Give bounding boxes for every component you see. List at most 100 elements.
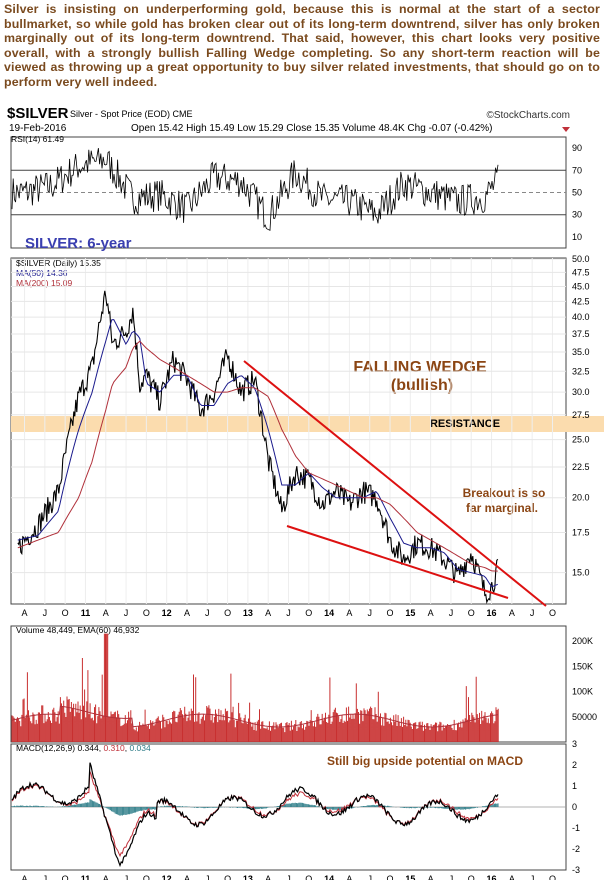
volume-y-tick-label: 100K	[572, 687, 593, 697]
price-x-tick-label: J	[449, 608, 454, 618]
macd-legend: MACD(12,26,9) 0.344, 0.310, 0.034	[16, 743, 151, 753]
symbol-subtitle: Silver - Spot Price (EOD) CME	[70, 109, 193, 119]
price-y-tick-label: 25.0	[572, 435, 590, 445]
macd-line	[11, 762, 499, 868]
macd-x-tick-label: O	[305, 874, 312, 880]
macd-x-tick-label: 12	[162, 874, 172, 880]
price-x-tick-label: O	[224, 608, 231, 618]
resistance-label: RESISTANCE	[430, 418, 500, 430]
rsi-y-tick-label: 70	[572, 165, 582, 175]
macd-y-tick-label: -3	[572, 865, 580, 875]
price-legend-ma50: MA(50) 14.36	[16, 268, 68, 278]
price-y-tick-label: 45.0	[572, 281, 590, 291]
price-y-tick-label: 20.0	[572, 493, 590, 503]
source-credit: ©StockCharts.com	[486, 110, 570, 121]
price-x-tick-label: O	[468, 608, 475, 618]
price-x-tick-label: A	[428, 608, 434, 618]
macd-x-tick-label: A	[509, 874, 515, 880]
ma50-line	[17, 319, 498, 588]
price-x-tick-label: 11	[81, 608, 91, 618]
macd-x-tick-label: O	[468, 874, 475, 880]
price-legend-main: $SILVER (Daily) 15.35	[16, 258, 101, 268]
price-x-tick-label: O	[305, 608, 312, 618]
macd-y-tick-label: 2	[572, 760, 577, 770]
price-y-tick-label: 17.5	[572, 528, 590, 538]
price-x-tick-label: A	[103, 608, 109, 618]
price-x-tick-label: 12	[162, 608, 172, 618]
rsi-legend: RSI(14) 61.49	[11, 134, 64, 144]
macd-x-tick-label: O	[549, 874, 556, 880]
price-y-tick-label: 35.0	[572, 347, 590, 357]
breakout-label-2: far marginal.	[466, 501, 538, 515]
macd-x-tick-label: J	[286, 874, 291, 880]
macd-x-tick-label: J	[530, 874, 535, 880]
rsi-y-tick-label: 30	[572, 210, 582, 220]
macd-x-tick-label: J	[449, 874, 454, 880]
price-x-tick-label: J	[367, 608, 372, 618]
macd-x-tick-label: A	[428, 874, 434, 880]
price-x-tick-label: 13	[243, 608, 253, 618]
macd-x-tick-label: A	[265, 874, 271, 880]
rsi-y-tick-label: 90	[572, 143, 582, 153]
price-x-tick-label: O	[549, 608, 556, 618]
macd-x-tick-label: A	[346, 874, 352, 880]
price-x-tick-label: A	[22, 608, 28, 618]
price-x-tick-label: A	[346, 608, 352, 618]
price-x-tick-label: J	[530, 608, 535, 618]
price-y-tick-label: 37.5	[572, 329, 590, 339]
six-year-label: SILVER: 6-year	[25, 235, 132, 252]
macd-x-tick-label: 15	[405, 874, 415, 880]
macd-x-tick-label: J	[43, 874, 48, 880]
price-x-tick-label: 15	[405, 608, 415, 618]
breakout-label-1: Breakout is so	[463, 486, 546, 500]
price-y-tick-label: 50.0	[572, 254, 590, 264]
macd-y-tick-label: 3	[572, 739, 577, 749]
price-y-tick-label: 22.5	[572, 462, 590, 472]
price-x-tick-label: J	[124, 608, 129, 618]
price-y-tick-label: 40.0	[572, 312, 590, 322]
price-x-tick-label: O	[387, 608, 394, 618]
price-y-tick-label: 30.0	[572, 387, 590, 397]
price-y-tick-label: 27.5	[572, 410, 590, 420]
macd-x-tick-label: A	[22, 874, 28, 880]
macd-x-tick-label: J	[205, 874, 210, 880]
volume-bars	[11, 633, 499, 742]
wedge-upper-line	[243, 360, 547, 607]
price-x-tick-label: 16	[487, 608, 497, 618]
macd-y-tick-label: 0	[572, 802, 577, 812]
macd-x-tick-label: 13	[243, 874, 253, 880]
symbol-title: $SILVER	[7, 105, 69, 122]
date-label: 19-Feb-2016	[9, 123, 67, 134]
ohlc-line: Open 15.42 High 15.49 Low 15.29 Close 15…	[131, 123, 492, 134]
ma200-line	[17, 340, 498, 572]
macd-x-tick-label: O	[224, 874, 231, 880]
price-y-tick-label: 47.5	[572, 267, 590, 277]
wedge-lower-line	[286, 525, 509, 599]
macd-x-tick-label: O	[387, 874, 394, 880]
price-x-tick-label: J	[205, 608, 210, 618]
volume-y-tick-label: 200K	[572, 636, 593, 646]
price-x-tick-label: O	[143, 608, 150, 618]
price-x-tick-label: A	[509, 608, 515, 618]
macd-x-tick-label: A	[184, 874, 190, 880]
macd-y-tick-label: -1	[572, 823, 580, 833]
price-x-tick-label: A	[265, 608, 271, 618]
macd-x-tick-label: 11	[81, 874, 91, 880]
price-x-tick-label: 14	[324, 608, 334, 618]
macd-x-tick-label: A	[103, 874, 109, 880]
macd-y-tick-label: 1	[572, 781, 577, 791]
chg-down-arrow-icon	[562, 127, 570, 132]
price-x-tick-label: J	[43, 608, 48, 618]
intro-paragraph: Silver is insisting on underperforming g…	[4, 2, 600, 89]
price-y-tick-label: 15.0	[572, 568, 590, 578]
bullish-label: (bullish)	[391, 377, 453, 394]
macd-x-tick-label: O	[62, 874, 69, 880]
price-y-tick-label: 32.5	[572, 366, 590, 376]
price-x-tick-label: A	[184, 608, 190, 618]
stockcharts-figure: $SILVER Silver - Spot Price (EOD) CME ©S…	[7, 105, 604, 880]
macd-x-tick-label: 16	[487, 874, 497, 880]
macd-x-tick-label: O	[143, 874, 150, 880]
macd-y-tick-label: -2	[572, 844, 580, 854]
rsi-y-tick-label: 50	[572, 188, 582, 198]
macd-x-tick-label: J	[367, 874, 372, 880]
